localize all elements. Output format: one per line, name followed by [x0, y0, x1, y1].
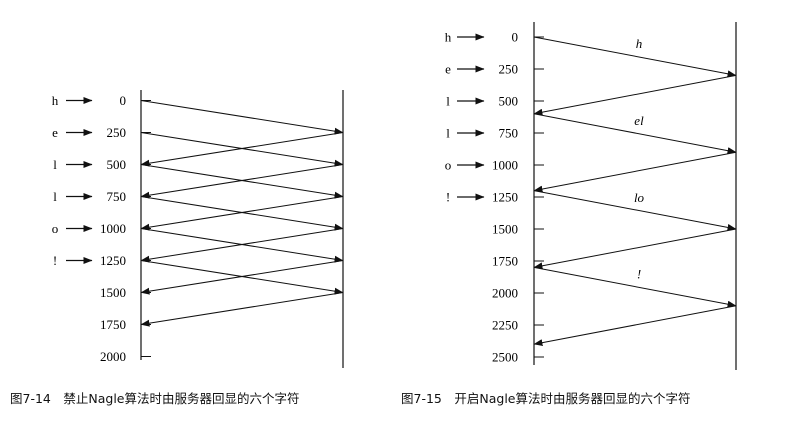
time-tick-label: 2500: [492, 350, 518, 365]
typed-char-label: o: [52, 221, 59, 236]
time-tick-label: 1500: [492, 222, 518, 237]
typed-char-label: l: [446, 126, 450, 141]
figure-7-14: 0 250 500 750 1000 1250 1500 1750 2000 h e l l o!: [52, 90, 344, 368]
segment-to-server-arrow: [533, 190, 737, 231]
segment-to-server-arrow: [140, 196, 344, 231]
time-tick-label: 1000: [492, 158, 518, 173]
segment-label: h: [636, 36, 643, 51]
segment-label: !: [637, 267, 641, 282]
time-tick-label: 750: [499, 126, 519, 141]
typed-char-label: l: [53, 189, 57, 204]
time-tick-label: 1250: [100, 253, 126, 268]
typed-char-label: l: [446, 94, 450, 109]
time-tick-label: 1250: [492, 190, 518, 205]
time-tick-label: 750: [107, 189, 127, 204]
echo-to-client-arrow: [140, 292, 344, 327]
caption-figure-7-14: 图7-14 禁止Nagle算法时由服务器回显的六个字符: [10, 391, 300, 406]
segment-to-server-arrow: [140, 100, 344, 135]
time-tick-label: 0: [512, 30, 519, 45]
caption-figure-7-15: 图7-15 开启Nagle算法时由服务器回显的六个字符: [401, 391, 691, 406]
time-tick-label: 1750: [100, 317, 126, 332]
segment-to-server-arrow: [533, 113, 737, 155]
segment-to-server-arrow: [140, 132, 344, 167]
time-tick-label: 1500: [100, 285, 126, 300]
time-tick-label: 500: [499, 94, 519, 109]
typed-char-label: h: [445, 30, 452, 45]
time-tick-label: 2250: [492, 318, 518, 333]
segment-to-server-arrow: [140, 228, 344, 263]
echo-to-client-arrow: [533, 151, 737, 193]
figure-7-15: 0 250 500 750 1000 1250 1500 1750 2000 2250 2500 h e…: [445, 22, 737, 370]
echo-to-client-arrow: [533, 74, 737, 116]
time-tick-label: 0: [120, 93, 127, 108]
echo-to-client-arrow: [533, 305, 737, 347]
segment-label: el: [634, 113, 644, 128]
echo-to-client-arrow: [533, 228, 737, 270]
time-tick-label: 250: [107, 125, 127, 140]
segment-to-server-arrow: [140, 260, 344, 295]
time-tick-label: 250: [499, 62, 519, 77]
segment-to-server-arrow: [533, 36, 737, 78]
typed-char-label: !: [446, 190, 450, 205]
time-tick-label: 1000: [100, 221, 126, 236]
segment-to-server-arrow: [140, 164, 344, 199]
typed-char-label: l: [53, 157, 57, 172]
time-tick-label: 2000: [100, 349, 126, 364]
typed-char-label: e: [52, 125, 58, 140]
time-tick-label: 500: [107, 157, 127, 172]
typed-char-label: h: [52, 93, 59, 108]
time-tick-label: 2000: [492, 286, 518, 301]
time-tick-label: 1750: [492, 254, 518, 269]
typed-char-label: !: [53, 253, 57, 268]
segment-to-server-arrow: [533, 266, 737, 308]
typed-char-label: e: [445, 62, 451, 77]
segment-label: lo: [634, 190, 645, 205]
typed-char-label: o: [445, 158, 452, 173]
